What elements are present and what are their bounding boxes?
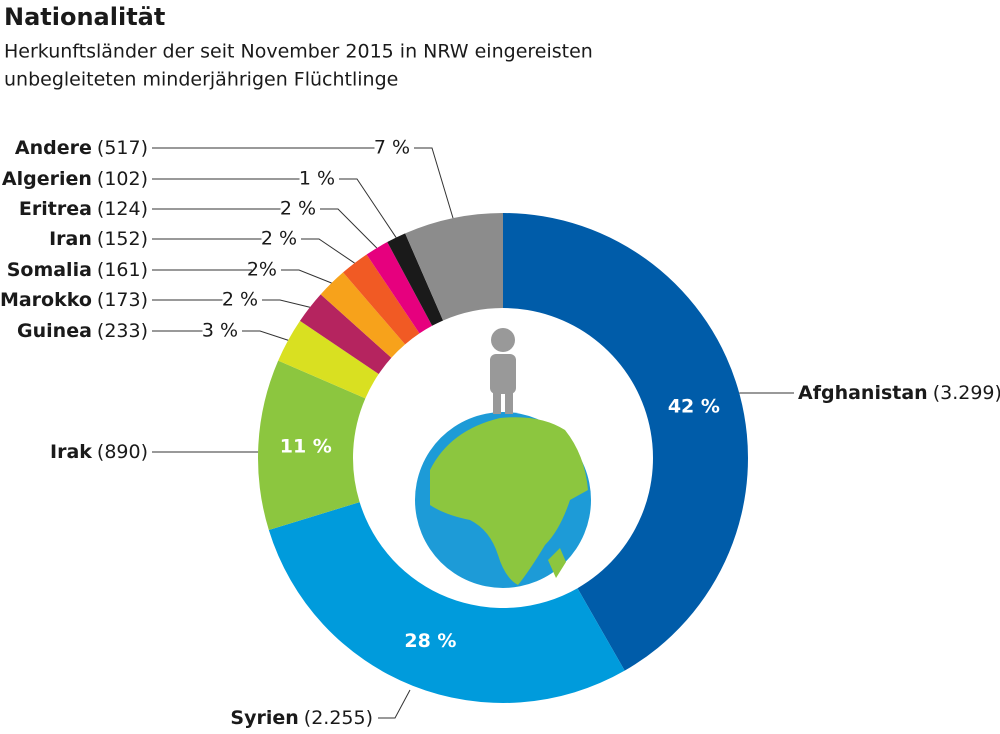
subtitle: Herkunftsländer der seit November 2015 i… [4,41,593,63]
percent-label: 2% [247,259,277,281]
chart-title: Nationalität [4,3,165,31]
count-label: (102) [97,168,148,190]
slice [387,233,444,326]
percent-label: 2 % [280,198,316,220]
category-name: Iran [49,228,92,250]
category-name: Syrien [230,707,298,729]
slice [299,294,392,375]
percent-label: 42 % [668,396,720,418]
percent-label: 11 % [280,436,332,458]
count-label: (173) [97,289,148,311]
leader-line [281,269,332,284]
slice [405,213,503,321]
slice [278,320,379,399]
count-label: (233) [97,320,148,342]
slice-label: Algerien (102) [2,168,148,190]
leader-line [339,178,397,238]
slice [343,254,420,345]
slice [258,360,366,531]
count-label: (124) [97,198,148,220]
category-name: Andere [15,137,92,159]
count-label: (2.255) [304,707,373,729]
category-name: Eritrea [19,198,92,220]
percent-label: 28 % [404,630,456,652]
count-label: (3.299) [933,382,1000,404]
slice-label: Somalia (161) [7,259,148,281]
leader-line [242,330,289,341]
category-name: Marokko [0,289,92,311]
count-label: (517) [97,137,148,159]
category-name: Afghanistan [798,382,928,404]
count-label: (161) [97,259,148,281]
category-name: Guinea [17,320,92,342]
category-name: Irak [50,441,92,463]
slice-label: Irak (890) [50,441,148,463]
percent-label: 2 % [261,228,297,250]
leader-line [262,299,310,308]
percent-label: 3 % [202,320,238,342]
category-name: Algerien [2,168,92,190]
slice [268,502,625,703]
percent-label: 1 % [299,168,335,190]
slice-label: Marokko (173) [0,289,148,311]
percent-label: 2 % [222,289,258,311]
leader-line [301,238,355,264]
slice-label: Afghanistan (3.299) [798,382,1000,404]
leader-line [414,147,454,219]
slice [366,242,433,334]
globe-illustration [415,328,591,588]
slice [503,213,748,671]
percent-label: 7 % [374,137,410,159]
slice-label: Guinea (233) [17,320,148,342]
count-label: (890) [97,441,148,463]
slice-label: Iran (152) [49,228,148,250]
category-name: Somalia [7,259,92,281]
slice [320,272,406,358]
leader-line [320,208,378,249]
leader-line [378,689,411,719]
slice-label: Syrien (2.255) [230,707,373,729]
count-label: (152) [97,228,148,250]
subtitle: unbegleiteten minderjährigen Flüchtlinge [4,69,398,91]
slice-label: Andere (517) [15,137,148,159]
slice-label: Eritrea (124) [19,198,148,220]
